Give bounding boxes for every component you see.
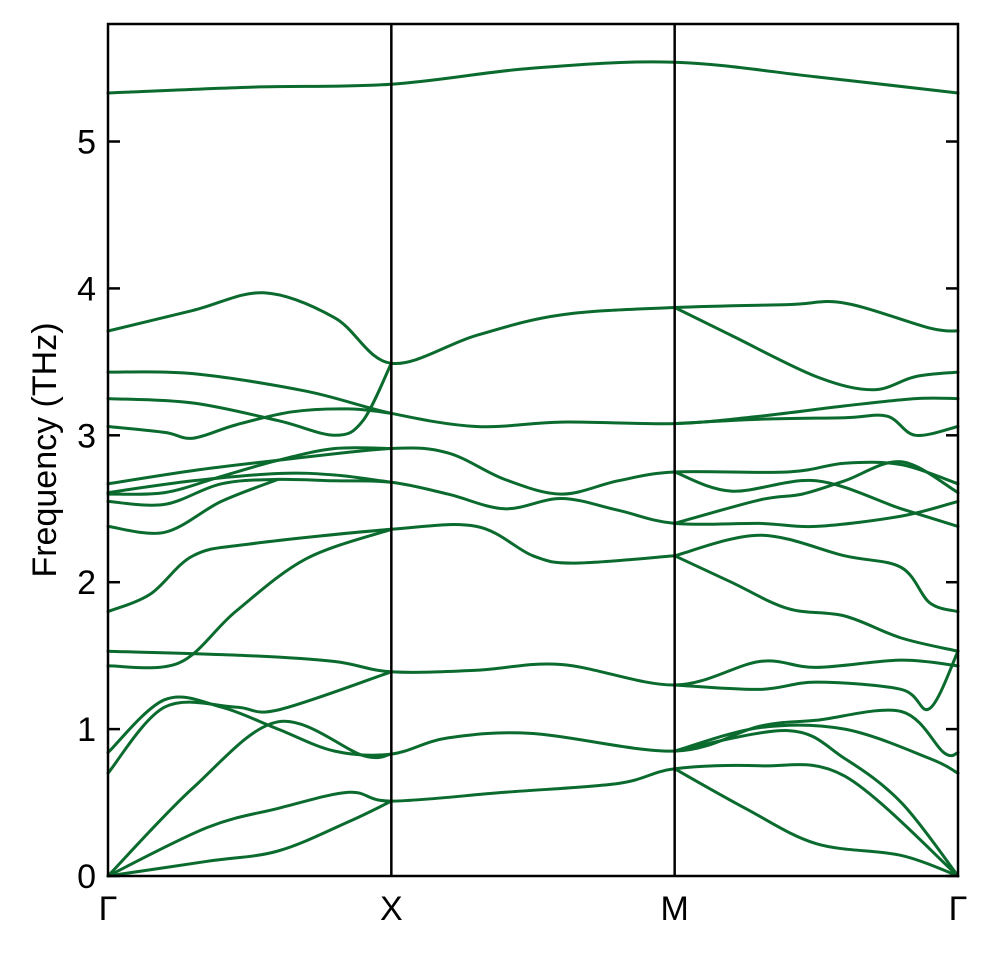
band-line-3 <box>106 370 960 429</box>
band-line-2 <box>106 291 960 365</box>
y-tick-label-1: 1 <box>77 711 96 749</box>
band-line-23 <box>106 719 393 878</box>
band-line-20 <box>673 649 960 712</box>
band-line-10 <box>106 446 393 496</box>
band-line-28 <box>673 767 960 878</box>
y-tick-label-3: 3 <box>77 417 96 455</box>
series-layer <box>106 60 960 878</box>
band-line-7 <box>673 413 960 437</box>
y-tick-label-0: 0 <box>77 858 96 896</box>
frame-layer <box>106 22 960 878</box>
band-line-21 <box>106 695 960 758</box>
band-line-26 <box>106 763 960 878</box>
y-tick-label-4: 4 <box>77 270 96 308</box>
band-line-4 <box>106 361 393 437</box>
band-line-14 <box>673 460 960 525</box>
band-line-5 <box>106 407 393 440</box>
band-line-19 <box>106 649 960 687</box>
y-axis-label: Frequency (THz) <box>26 322 64 577</box>
x-tick-label-2: M <box>661 890 689 928</box>
x-tick-label-3: Γ <box>949 890 968 928</box>
plot-frame <box>106 22 960 878</box>
band-line-9 <box>106 471 393 495</box>
tick-layer <box>108 140 958 878</box>
band-line-17 <box>673 533 960 614</box>
band-line-16 <box>106 527 393 670</box>
band-line-8 <box>106 446 960 496</box>
band-line-18 <box>673 554 960 653</box>
y-tick-label-5: 5 <box>77 124 96 162</box>
band-line-22 <box>106 670 393 775</box>
band-line-13 <box>673 470 960 528</box>
band-line-25 <box>673 723 960 775</box>
band-line-6 <box>673 306 960 392</box>
band-line-12 <box>106 477 280 535</box>
band-line-27 <box>106 799 393 878</box>
x-tick-label-0: Γ <box>99 890 118 928</box>
band-line-11 <box>106 477 960 529</box>
band-line-24 <box>673 729 960 878</box>
x-tick-label-1: X <box>380 890 403 928</box>
label-layer: 0 1 2 3 4 5 Γ X M Γ <box>77 124 967 928</box>
y-tick-label-2: 2 <box>77 564 96 602</box>
band-line-1 <box>106 60 960 95</box>
